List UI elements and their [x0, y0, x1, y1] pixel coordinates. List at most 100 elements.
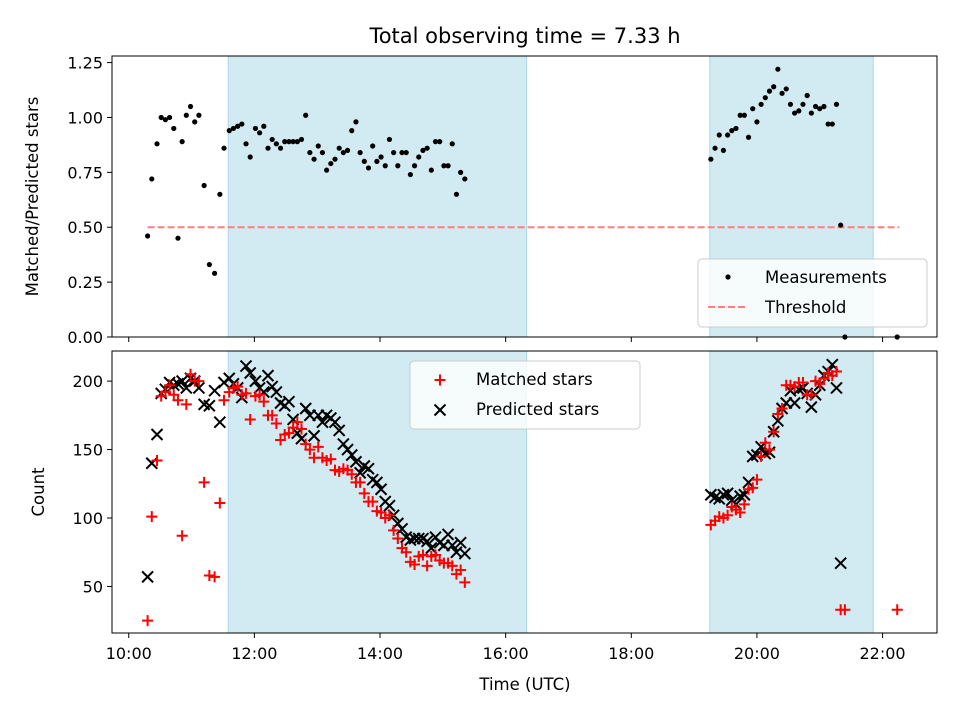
- matched-star-point: [244, 413, 256, 425]
- matched-star-point: [218, 394, 230, 406]
- matched-star-point: [295, 423, 307, 435]
- predicted-star-point: [374, 483, 388, 496]
- measurement-point: [349, 128, 355, 134]
- matched-star-point: [151, 455, 163, 467]
- predicted-star-point: [249, 374, 262, 388]
- measurement-point: [261, 123, 267, 129]
- measurement-point: [725, 132, 731, 138]
- measurement-point: [391, 149, 397, 156]
- predicted-star-point: [834, 556, 847, 570]
- measurement-point: [365, 165, 372, 171]
- predicted-star-point: [721, 487, 734, 500]
- legend-predicted-marker: [433, 403, 447, 417]
- predicted-star-point: [805, 400, 818, 414]
- measurement-point: [403, 149, 409, 156]
- measurement-point: [294, 139, 300, 145]
- predicted-star-point: [412, 532, 425, 545]
- measurement-point: [183, 112, 189, 118]
- measurement-point: [201, 182, 207, 189]
- measurement-point: [754, 119, 760, 125]
- x-tick-label: 20:00: [734, 644, 780, 663]
- measurement-point: [144, 233, 151, 239]
- predicted-star-point: [261, 369, 275, 382]
- matched-star-point: [805, 389, 817, 401]
- matched-star-point: [232, 381, 244, 393]
- matched-star-point: [198, 476, 210, 488]
- measurement-point: [428, 167, 434, 173]
- matched-star-point: [839, 604, 851, 616]
- measurement-point: [212, 270, 218, 276]
- measurement-point: [733, 125, 739, 132]
- matched-star-point: [776, 402, 788, 414]
- legend-matched-label: Matched stars: [476, 370, 593, 389]
- measurement-point: [370, 143, 376, 149]
- matched-star-point: [417, 549, 429, 561]
- measurement-point: [741, 112, 747, 118]
- legend-matched-marker: [434, 374, 446, 386]
- measurement-point: [821, 103, 827, 110]
- measurement-point: [762, 95, 768, 101]
- predicted-star-point: [362, 462, 375, 475]
- predicted-star-point: [717, 488, 730, 501]
- measurement-point: [462, 176, 468, 182]
- measurement-point: [766, 88, 773, 94]
- matched-star-point: [180, 398, 192, 410]
- measurement-point: [411, 163, 418, 169]
- measurement-point: [269, 136, 275, 143]
- measurement-point: [783, 86, 789, 92]
- measurement-point: [175, 235, 181, 241]
- matched-star-point: [258, 396, 270, 408]
- matched-star-point: [734, 507, 746, 519]
- measurement-point: [804, 92, 810, 99]
- measurement-point: [737, 112, 743, 118]
- measurement-point: [158, 114, 164, 121]
- matched-star-point: [266, 409, 278, 421]
- matched-star-point: [193, 375, 205, 387]
- predicted-star-point: [307, 429, 321, 443]
- matched-star-point: [446, 560, 458, 572]
- predicted-star-point: [332, 424, 346, 437]
- matched-star-point: [759, 437, 771, 449]
- measurement-point: [838, 222, 844, 228]
- measurement-point: [206, 261, 212, 268]
- measurement-point: [745, 134, 752, 140]
- measurement-point: [712, 145, 718, 151]
- matched-star-point: [367, 496, 379, 508]
- measurement-point: [166, 114, 173, 121]
- measurement-point: [825, 121, 831, 127]
- measurement-point: [303, 112, 309, 118]
- measurement-point: [750, 106, 756, 112]
- matched-star-point: [455, 564, 467, 576]
- measurement-point: [395, 163, 401, 169]
- legend-measurements-label: Measurements: [765, 268, 887, 287]
- matched-star-point: [392, 533, 404, 545]
- predicted-star-point: [345, 448, 358, 462]
- matched-star-point: [254, 389, 266, 401]
- measurement-point: [298, 136, 305, 143]
- measurement-point: [458, 169, 464, 175]
- matched-star-point: [409, 559, 421, 571]
- top-y-tick-label: 0.50: [67, 218, 103, 237]
- top-y-tick-label: 0.00: [67, 328, 103, 347]
- predicted-star-point: [282, 395, 296, 408]
- matched-star-point: [388, 524, 400, 536]
- measurement-point: [771, 84, 777, 90]
- top-legend: Measurements Threshold: [697, 258, 928, 328]
- measurement-point: [277, 145, 284, 151]
- measurement-point: [319, 149, 326, 156]
- legend-predicted-label: Predicted stars: [476, 400, 599, 419]
- x-tick-label: 22:00: [860, 644, 906, 663]
- predicted-star-point: [213, 415, 227, 429]
- matched-star-point: [459, 576, 471, 588]
- measurement-point: [775, 66, 781, 72]
- matched-star-point: [203, 570, 215, 582]
- predicted-star-point: [708, 491, 722, 504]
- matched-star-point: [421, 560, 433, 572]
- predicted-star-point: [328, 415, 342, 429]
- measurement-point: [192, 119, 198, 125]
- predicted-star-point: [771, 414, 785, 428]
- bottom-legend: Matched stars Predicted stars: [409, 360, 641, 430]
- predicted-star-point: [239, 359, 253, 373]
- measurement-point: [252, 125, 259, 132]
- bottom-y-tick-label: 150: [72, 441, 103, 460]
